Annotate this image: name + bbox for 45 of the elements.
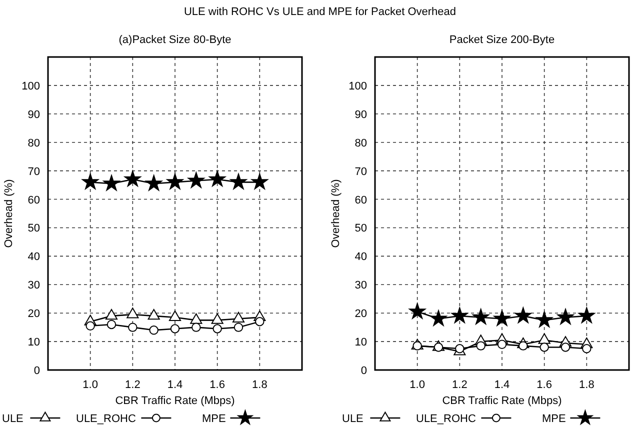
y-tick-label: 20 bbox=[354, 308, 367, 320]
y-tick-label: 0 bbox=[34, 365, 40, 377]
y-axis-title: Overhead (%) bbox=[3, 179, 15, 248]
y-tick-label: 30 bbox=[354, 280, 367, 292]
y-tick-label: 40 bbox=[354, 251, 367, 264]
y-tick-label: 100 bbox=[348, 80, 367, 92]
y-tick-label: 100 bbox=[22, 80, 40, 92]
y-tick-label: 30 bbox=[28, 280, 40, 292]
y-tick-label: 10 bbox=[354, 336, 367, 349]
y-tick-label: 80 bbox=[354, 137, 367, 150]
y-tick-label: 50 bbox=[28, 222, 40, 235]
chart-title: ULE with ROHC Vs ULE and MPE for Packet Overhead bbox=[184, 6, 456, 18]
x-axis-title: CBR Traffic Rate (Mbps) bbox=[442, 395, 562, 407]
legend-label: ULE_ROHC bbox=[76, 413, 136, 425]
legend-label: MPE bbox=[202, 413, 226, 425]
x-tick-label: 1.6 bbox=[536, 379, 552, 391]
y-tick-label: 60 bbox=[28, 194, 40, 206]
chart-subtitle: (a)Packet Size 80-Byte bbox=[118, 34, 232, 46]
y-tick-label: 60 bbox=[354, 194, 367, 206]
x-tick-label: 1.8 bbox=[579, 379, 594, 391]
y-tick-label: 80 bbox=[28, 137, 40, 150]
x-tick-label: 1.4 bbox=[494, 379, 510, 391]
y-tick-label: 40 bbox=[28, 251, 40, 264]
x-tick-label: 1.6 bbox=[210, 379, 225, 391]
y-tick-label: 20 bbox=[28, 308, 40, 320]
x-tick-label: 1.0 bbox=[82, 379, 98, 391]
x-tick-label: 1.8 bbox=[252, 379, 268, 391]
x-axis-title: CBR Traffic Rate (Mbps) bbox=[115, 395, 235, 407]
x-tick-label: 1.2 bbox=[452, 379, 468, 391]
y-tick-label: 50 bbox=[354, 222, 367, 235]
y-tick-label: 0 bbox=[360, 365, 367, 377]
x-tick-label: 1.0 bbox=[410, 379, 425, 391]
y-tick-label: 70 bbox=[28, 166, 40, 178]
legend-label: ULE bbox=[2, 413, 24, 425]
y-axis-title: Overhead (%) bbox=[330, 179, 342, 248]
chart-title: Packet Size 200-Byte bbox=[449, 34, 555, 46]
legend-label: MPE bbox=[542, 413, 566, 425]
y-tick-label: 70 bbox=[354, 166, 367, 178]
y-tick-label: 90 bbox=[28, 108, 40, 121]
x-tick-label: 1.2 bbox=[125, 379, 140, 391]
y-tick-label: 10 bbox=[28, 336, 40, 349]
legend-label: ULE bbox=[342, 413, 364, 425]
legend-label: ULE_ROHC bbox=[416, 413, 476, 425]
y-tick-label: 90 bbox=[354, 108, 367, 121]
x-tick-label: 1.4 bbox=[167, 379, 183, 391]
